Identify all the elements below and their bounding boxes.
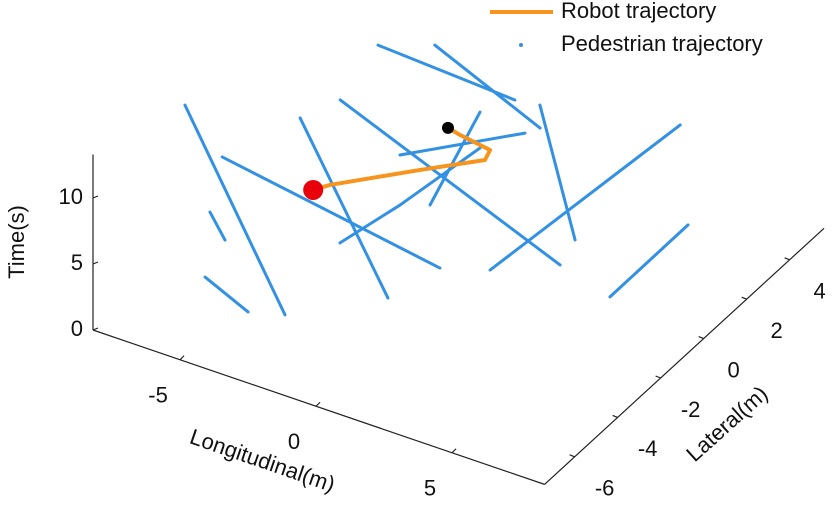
y-axis bbox=[544, 227, 825, 485]
x-tick bbox=[315, 401, 321, 407]
z-tick bbox=[92, 327, 99, 331]
y-tick-label: 2 bbox=[770, 318, 782, 343]
y-tick bbox=[655, 375, 661, 379]
pedestrian-trajectory bbox=[398, 131, 527, 157]
y-tick bbox=[741, 296, 747, 300]
z-tick bbox=[92, 195, 99, 199]
robot-start bbox=[303, 179, 324, 200]
pedestrian-trajectory bbox=[208, 210, 227, 242]
y-tick-label: -4 bbox=[638, 436, 658, 461]
x-tick-label: 5 bbox=[424, 476, 436, 501]
y-tick-label: 0 bbox=[727, 357, 739, 382]
y-tick bbox=[784, 257, 790, 261]
y-tick bbox=[698, 336, 704, 340]
z-axis-label: Time(s) bbox=[4, 205, 29, 279]
pedestrian-trajectory bbox=[428, 110, 482, 207]
y-tick bbox=[569, 454, 575, 458]
pedestrian-trajectory bbox=[538, 103, 577, 242]
pedestrian-trajectory bbox=[298, 116, 390, 300]
y-tick-label: 4 bbox=[813, 279, 825, 304]
pedestrian-trajectory bbox=[338, 98, 562, 267]
pedestrian-trajectory bbox=[203, 275, 250, 314]
x-tick bbox=[451, 448, 457, 454]
z-tick-label: 0 bbox=[71, 316, 83, 341]
x-axis bbox=[92, 329, 545, 485]
legend-label: Pedestrian trajectory bbox=[561, 31, 763, 56]
pedestrian-trajectory bbox=[220, 155, 442, 270]
x-axis-label: Longitudinal(m) bbox=[187, 424, 339, 497]
pedestrian-trajectory bbox=[488, 123, 682, 272]
robot-trajectory bbox=[311, 125, 493, 192]
y-tick-label: -6 bbox=[595, 476, 615, 501]
pedestrian-trajectory bbox=[433, 43, 542, 130]
y-tick bbox=[612, 414, 618, 418]
pedestrian-trajectory bbox=[338, 146, 482, 245]
x-tick-label: -5 bbox=[148, 383, 168, 408]
z-tick-label: 5 bbox=[71, 250, 83, 275]
legend-label: Robot trajectory bbox=[561, 0, 716, 23]
y-tick-label: -2 bbox=[681, 397, 701, 422]
legend-swatch bbox=[519, 43, 523, 47]
pedestrian-trajectory bbox=[608, 223, 690, 299]
z-tick-label: 10 bbox=[59, 184, 83, 209]
x-tick-label: 0 bbox=[288, 429, 300, 454]
robot-end bbox=[441, 121, 454, 134]
y-axis-label: Lateral(m) bbox=[681, 381, 772, 467]
x-tick bbox=[179, 355, 185, 361]
z-tick bbox=[92, 261, 99, 265]
pedestrian-trajectory bbox=[183, 103, 287, 317]
